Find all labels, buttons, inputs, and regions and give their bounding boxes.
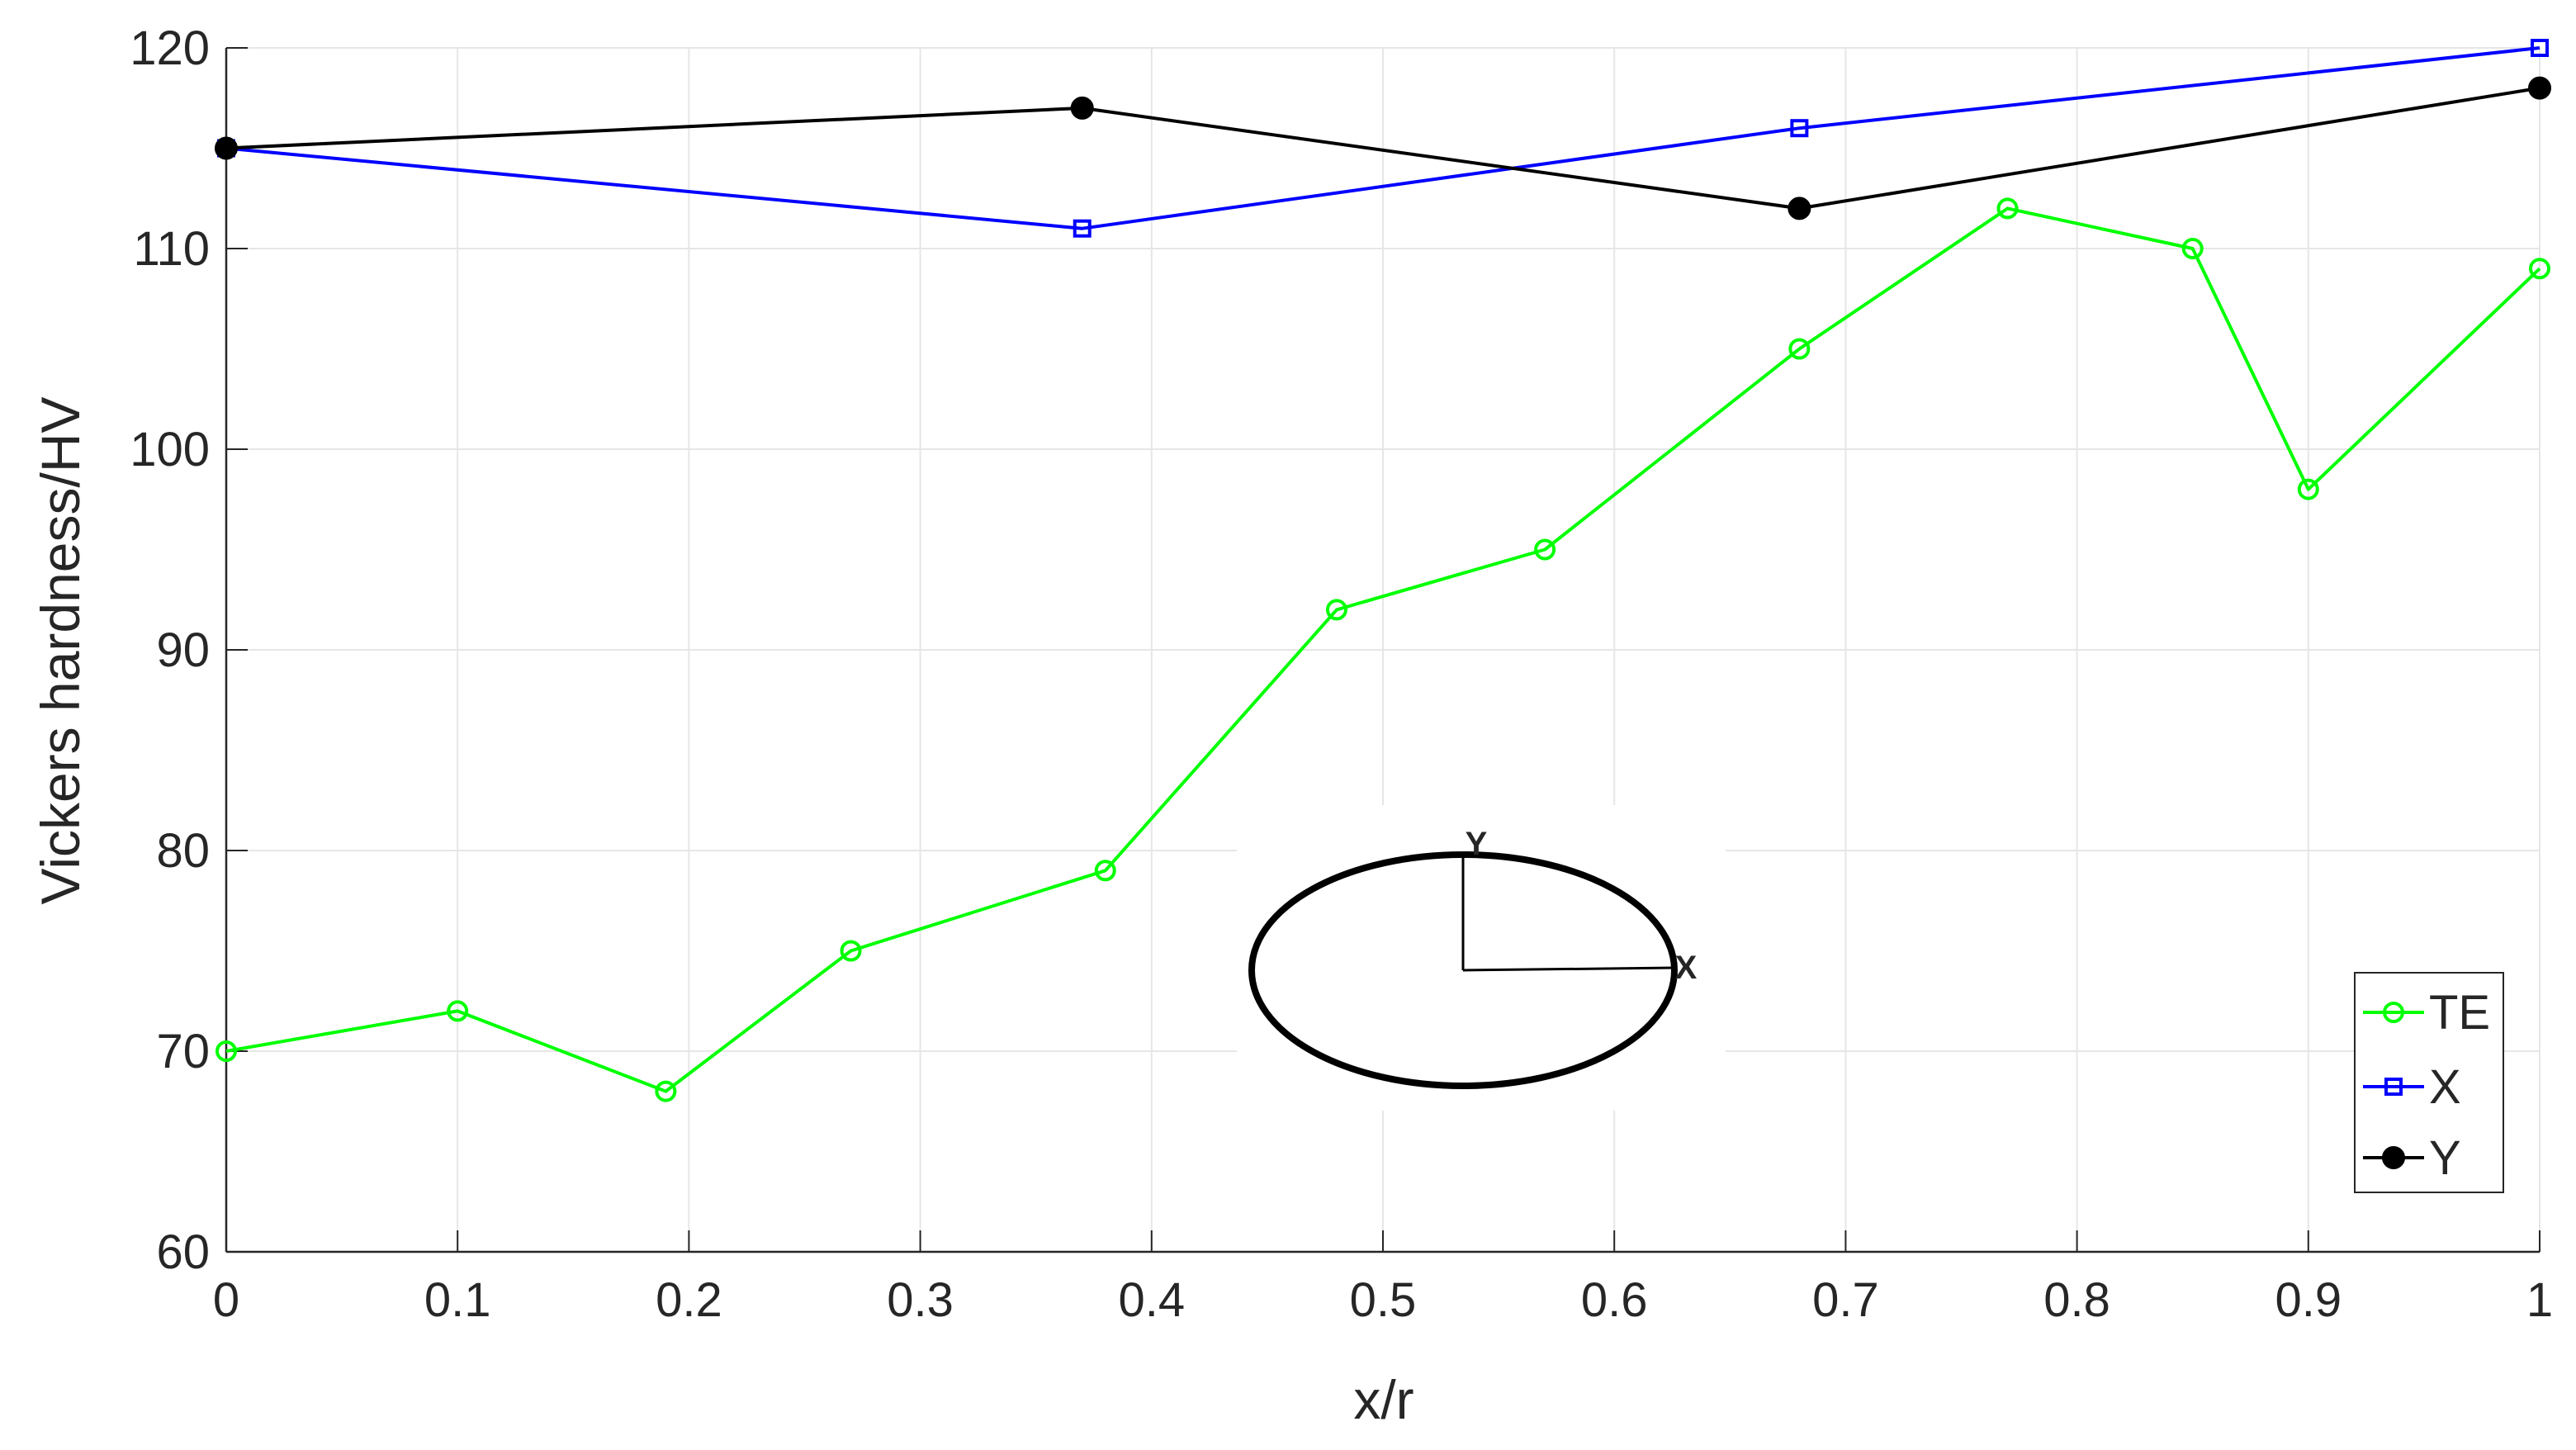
inset-x-axis-line: [1462, 966, 1675, 972]
x-tick-label: 0.8: [2043, 1273, 2110, 1327]
data-point-te: [215, 1040, 237, 1062]
legend-item-y: Y: [2363, 1131, 2461, 1185]
series-line-y: [225, 86, 2540, 211]
x-tick-label: 0.2: [656, 1273, 722, 1327]
data-point-y: [1070, 96, 1094, 120]
data-point-y: [2528, 76, 2551, 100]
data-point-y: [1788, 197, 1811, 220]
data-point-te: [1788, 338, 1811, 360]
data-point-te: [2529, 258, 2550, 280]
data-point-te: [447, 1000, 469, 1022]
x-tick-label: 0.9: [2275, 1273, 2342, 1327]
legend-label-te: TE: [2429, 986, 2490, 1040]
legend-label-y: Y: [2429, 1131, 2461, 1185]
inset-x-label: X: [1675, 950, 1698, 986]
data-point-te: [1534, 538, 1556, 561]
data-point-te: [2297, 478, 2319, 500]
y-tick-label: 120: [130, 21, 210, 75]
data-point-te: [1325, 599, 1347, 621]
legend: TE XY: [2354, 972, 2504, 1193]
x-tick-label: 0: [213, 1273, 239, 1327]
y-tick-label: 100: [130, 423, 210, 476]
y-tick-label: 110: [134, 222, 210, 276]
y-tick-label: 80: [156, 824, 210, 878]
series-layer: [215, 39, 2551, 1102]
series-te: [215, 197, 2550, 1102]
x-tick-label: 0.1: [424, 1273, 491, 1327]
y-axis-title: Vickers hardness/HV: [30, 396, 91, 904]
legend-label-x: X: [2429, 1060, 2461, 1114]
ticks: 0 0.1 0.2 0.3 0.4 0.5 0.6 0.7 0.8 0.9 1 60 70 80 90 100…: [130, 21, 2553, 1327]
x-tick-label: 0.4: [1118, 1273, 1185, 1327]
y-tick-label: 60: [156, 1225, 210, 1279]
x-tick-label: 0.7: [1812, 1273, 1879, 1327]
data-point-te: [1996, 197, 2019, 220]
series-line-te: [225, 206, 2541, 1093]
data-point-te: [655, 1080, 677, 1102]
data-point-te: [840, 940, 862, 962]
data-point-x: [1790, 119, 1809, 138]
x-tick-label: 0.5: [1350, 1273, 1417, 1327]
x-tick-label: 1: [2526, 1273, 2553, 1327]
legend-marker-te: [2383, 1002, 2404, 1023]
legend-box: [2354, 972, 2504, 1193]
data-point-te: [1094, 860, 1116, 882]
series-y: [215, 76, 2551, 220]
x-tick-label: 0.3: [887, 1273, 954, 1327]
data-point-te: [2181, 238, 2204, 259]
legend-item-x: X: [2363, 1060, 2461, 1114]
inset-y-label: Y: [1466, 826, 1488, 862]
data-point-x: [2531, 39, 2549, 57]
legend-marker-y: [2382, 1146, 2405, 1169]
x-axis-title: x/r: [1353, 1369, 1413, 1430]
legend-item-te: TE: [2363, 986, 2490, 1040]
y-tick-label: 70: [156, 1025, 210, 1078]
inset-diagram: Y X: [1237, 805, 1726, 1111]
legend-marker-x: [2384, 1078, 2403, 1096]
data-point-x: [1073, 219, 1091, 238]
series-line-x: [225, 46, 2540, 230]
data-point-y: [215, 136, 238, 160]
y-tick-label: 90: [156, 623, 210, 677]
x-tick-label: 0.6: [1581, 1273, 1648, 1327]
